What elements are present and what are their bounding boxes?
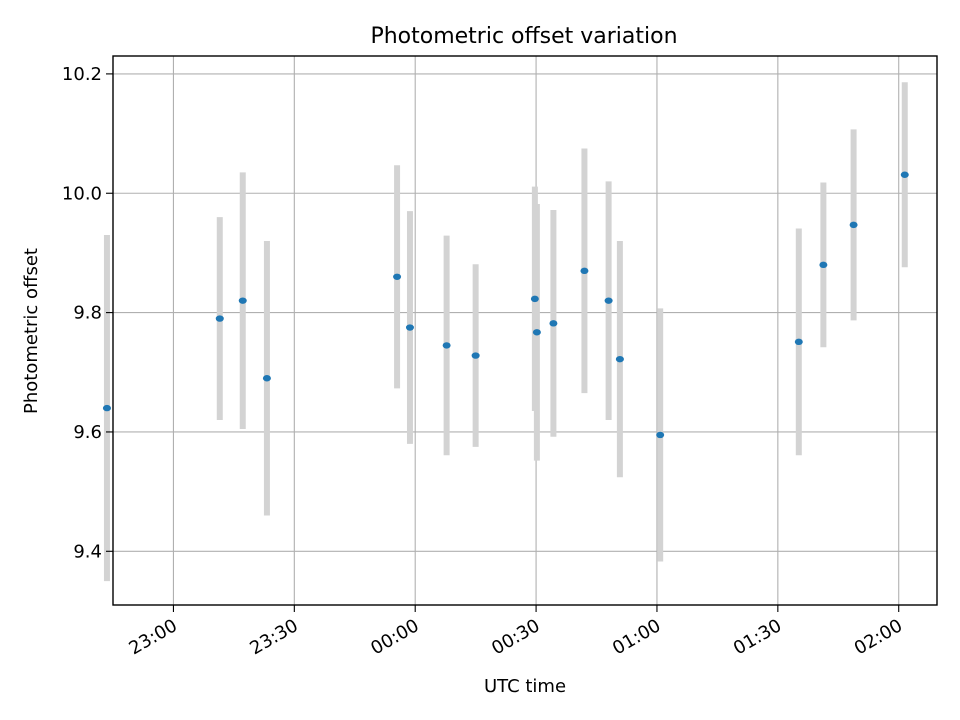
chart-title: Photometric offset variation: [370, 24, 677, 49]
data-point: [604, 297, 613, 304]
data-point: [819, 261, 828, 269]
data-point: [238, 297, 247, 304]
data-point: [580, 267, 589, 275]
data-points: [102, 171, 909, 439]
data-point: [656, 431, 665, 439]
data-point: [532, 329, 541, 336]
data-point: [102, 404, 111, 412]
data-point: [794, 338, 803, 346]
data-point: [530, 295, 539, 303]
data-point: [900, 171, 909, 178]
data-point: [405, 324, 414, 331]
y-axis-label: Photometric offset: [21, 248, 42, 414]
y-tick-label: 10.0: [62, 183, 102, 204]
data-point: [849, 221, 858, 229]
x-axis-label: UTC time: [484, 676, 566, 697]
y-tick-label: 9.8: [73, 303, 102, 324]
data-point: [615, 355, 624, 363]
data-point: [442, 342, 451, 349]
y-tick-label: 9.4: [73, 541, 102, 562]
data-point: [471, 352, 480, 359]
data-point: [262, 375, 271, 382]
y-tick-label: 10.2: [62, 64, 102, 85]
data-point: [215, 315, 224, 322]
plot-frame: [112, 55, 938, 606]
data-point: [393, 273, 402, 280]
data-point: [549, 320, 558, 327]
y-tick-label: 9.6: [73, 422, 102, 443]
